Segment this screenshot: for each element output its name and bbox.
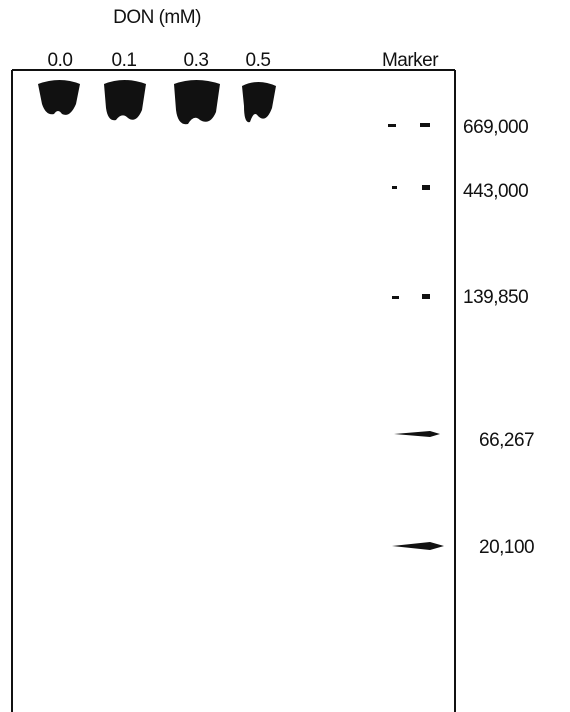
lane-label: 0.5 bbox=[246, 50, 271, 71]
lane-label: 0.3 bbox=[184, 50, 209, 71]
lane-label: Marker bbox=[382, 50, 439, 71]
marker-bands bbox=[388, 123, 444, 550]
sample-bands bbox=[38, 80, 276, 124]
gel-frame bbox=[12, 70, 455, 712]
marker-label: 443,000 bbox=[463, 181, 528, 202]
lane-label: 0.1 bbox=[112, 50, 137, 71]
lane-label: 0.0 bbox=[48, 50, 73, 71]
marker-label: 20,100 bbox=[479, 537, 534, 558]
gel-figure: DON (mM) 0.0 0.1 0.3 0.5 Marker 669,000 … bbox=[0, 0, 570, 712]
marker-label: 669,000 bbox=[463, 117, 528, 138]
header-title: DON (mM) bbox=[113, 7, 201, 28]
marker-label: 66,267 bbox=[479, 430, 534, 451]
marker-label: 139,850 bbox=[463, 287, 528, 308]
figure: DON (mM) 0.0 0.1 0.3 0.5 Marker 669,000 … bbox=[0, 0, 570, 712]
